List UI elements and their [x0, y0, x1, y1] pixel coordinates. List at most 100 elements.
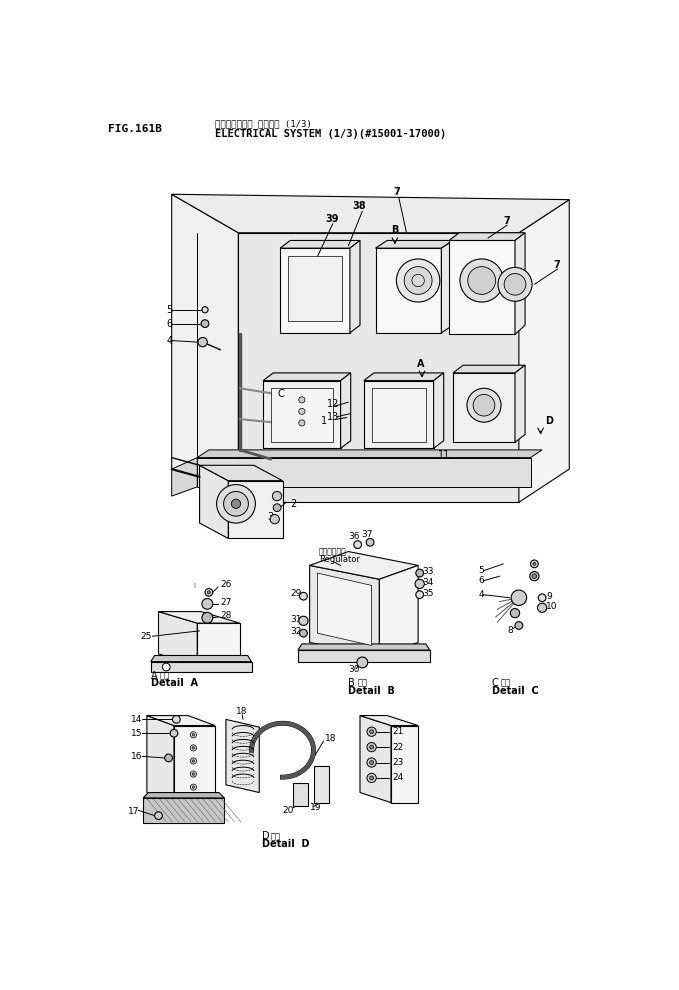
Polygon shape: [317, 573, 371, 645]
Text: 23: 23: [392, 758, 404, 767]
Circle shape: [354, 541, 361, 548]
Polygon shape: [515, 233, 525, 335]
Circle shape: [538, 603, 547, 613]
Text: 6: 6: [479, 576, 484, 585]
Polygon shape: [238, 233, 519, 502]
Circle shape: [532, 574, 536, 578]
Text: 35: 35: [422, 589, 433, 598]
Polygon shape: [263, 373, 350, 380]
Polygon shape: [151, 661, 251, 671]
Polygon shape: [434, 373, 443, 448]
Polygon shape: [441, 241, 453, 333]
Polygon shape: [147, 716, 215, 726]
Circle shape: [533, 562, 536, 565]
Polygon shape: [453, 373, 515, 443]
Text: 11: 11: [437, 450, 449, 460]
Circle shape: [198, 338, 207, 346]
Polygon shape: [158, 612, 240, 623]
Circle shape: [273, 504, 281, 512]
Polygon shape: [314, 765, 329, 803]
Text: 39: 39: [325, 214, 339, 224]
Polygon shape: [174, 726, 215, 803]
Bar: [271, 388, 333, 443]
Circle shape: [190, 758, 196, 764]
Text: 31: 31: [290, 615, 301, 624]
Polygon shape: [198, 623, 240, 665]
Text: 28: 28: [221, 611, 232, 620]
Circle shape: [511, 609, 519, 618]
Bar: [371, 388, 426, 443]
Polygon shape: [293, 782, 308, 806]
Circle shape: [473, 394, 495, 416]
Text: 12: 12: [327, 399, 339, 409]
Polygon shape: [172, 194, 238, 502]
Polygon shape: [280, 241, 360, 248]
Polygon shape: [341, 373, 350, 448]
Text: 3: 3: [267, 512, 273, 522]
Polygon shape: [375, 248, 441, 333]
Circle shape: [207, 591, 210, 594]
Polygon shape: [143, 793, 224, 798]
Polygon shape: [310, 565, 380, 656]
Text: 19: 19: [310, 804, 321, 813]
Circle shape: [299, 397, 305, 403]
Polygon shape: [263, 380, 341, 448]
Polygon shape: [310, 551, 418, 579]
Text: ELECTRICAL SYSTEM (1/3)(#15001-17000): ELECTRICAL SYSTEM (1/3)(#15001-17000): [215, 130, 446, 140]
Circle shape: [190, 784, 196, 790]
Text: 17: 17: [128, 807, 139, 817]
Circle shape: [299, 592, 308, 600]
Text: D: D: [261, 832, 272, 842]
Text: 18: 18: [325, 735, 337, 743]
Circle shape: [366, 539, 374, 546]
Circle shape: [155, 812, 162, 820]
Circle shape: [202, 307, 208, 313]
Circle shape: [202, 613, 213, 623]
Circle shape: [369, 776, 373, 780]
Polygon shape: [200, 465, 228, 539]
Text: 詳細: 詳細: [501, 679, 511, 688]
Polygon shape: [298, 644, 430, 650]
Text: B: B: [391, 226, 399, 236]
Polygon shape: [350, 241, 360, 333]
Circle shape: [192, 760, 195, 762]
Circle shape: [272, 491, 282, 501]
Text: Detail  C: Detail C: [492, 686, 538, 696]
Text: C: C: [277, 389, 284, 399]
Polygon shape: [280, 248, 350, 333]
Circle shape: [369, 760, 373, 764]
Polygon shape: [453, 365, 525, 373]
Circle shape: [504, 273, 526, 295]
Circle shape: [165, 754, 172, 761]
Text: 4: 4: [166, 336, 172, 346]
Circle shape: [192, 734, 195, 736]
Circle shape: [270, 515, 279, 524]
Circle shape: [190, 744, 196, 751]
Text: Regulator: Regulator: [319, 554, 360, 563]
Circle shape: [217, 484, 255, 523]
Text: 5: 5: [479, 566, 484, 575]
Text: 2: 2: [290, 499, 297, 509]
Text: 24: 24: [392, 773, 404, 782]
Polygon shape: [380, 565, 418, 656]
Circle shape: [190, 732, 196, 738]
Text: 詳細: 詳細: [160, 671, 170, 680]
Polygon shape: [143, 798, 224, 824]
Circle shape: [468, 266, 496, 294]
Circle shape: [192, 746, 195, 749]
Circle shape: [357, 657, 368, 668]
Text: 34: 34: [422, 578, 433, 587]
Polygon shape: [449, 233, 525, 241]
Text: Detail  B: Detail B: [348, 686, 395, 696]
Text: 13: 13: [327, 412, 339, 422]
Text: 4: 4: [479, 590, 484, 599]
Circle shape: [538, 594, 546, 602]
Text: FIG.161B: FIG.161B: [108, 124, 162, 134]
Bar: [288, 255, 342, 322]
Circle shape: [170, 730, 178, 738]
Circle shape: [369, 745, 373, 749]
Circle shape: [299, 408, 305, 415]
Polygon shape: [172, 194, 569, 233]
Circle shape: [416, 569, 424, 577]
Text: 16: 16: [131, 751, 143, 761]
